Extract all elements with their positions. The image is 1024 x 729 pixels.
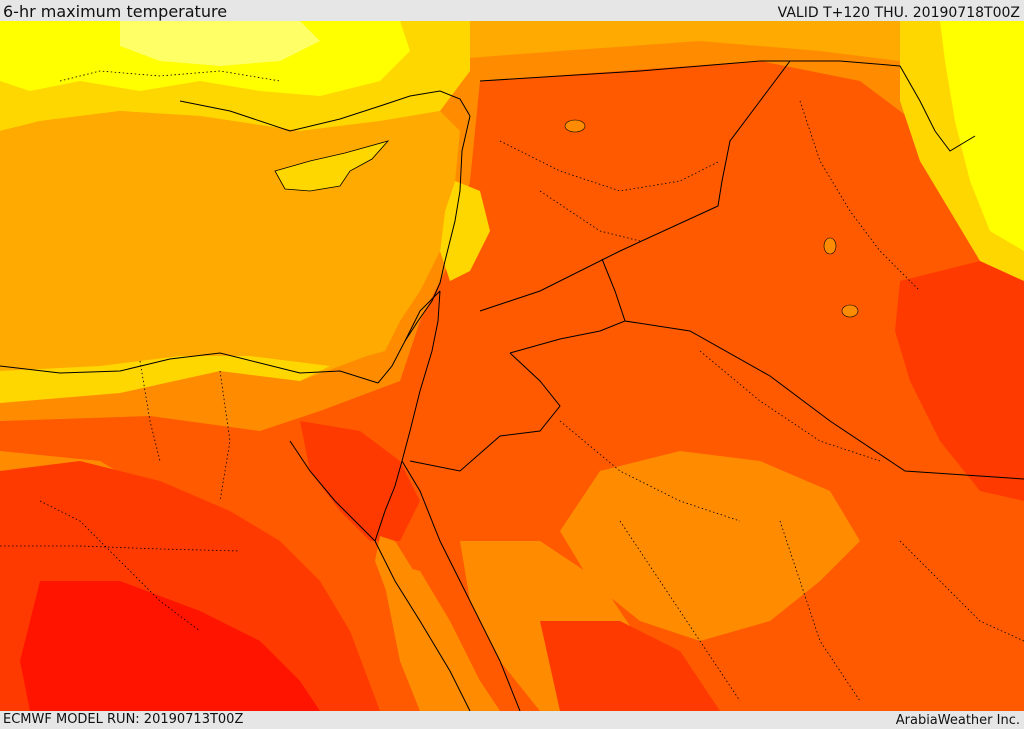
map-title: 6-hr maximum temperature <box>3 2 228 21</box>
zone-arabia-orange <box>560 451 860 641</box>
province-line-1 <box>499 140 721 192</box>
temperature-map <box>0 21 1024 711</box>
header-bar: 6-hr maximum temperature VALID T+120 THU… <box>0 0 1024 21</box>
zone-gold-lebanon <box>440 181 490 281</box>
sea-band-south <box>0 356 330 403</box>
red-sea-west-coast <box>374 540 471 711</box>
zone-yellow-east <box>940 21 1024 251</box>
jordan-iraq-border <box>479 205 719 312</box>
province-line-8 <box>0 545 241 552</box>
province-line-6 <box>619 520 741 702</box>
cyprus-island <box>274 140 390 192</box>
province-line-12 <box>899 540 1024 642</box>
map-canvas <box>0 21 1024 711</box>
model-run: ECMWF MODEL RUN: 20190713T00Z <box>3 712 244 727</box>
mediterranean-sea <box>0 111 460 371</box>
province-line-2 <box>539 190 641 242</box>
province-line-11 <box>59 70 281 82</box>
jordan-red-border <box>404 290 441 342</box>
turkey-south-coast <box>179 90 471 132</box>
arabia-red-sea-coast <box>401 460 521 711</box>
lake-van <box>564 119 586 133</box>
footer-bar: ECMWF MODEL RUN: 20190713T00Z ArabiaWeat… <box>0 711 1024 729</box>
province-line-13 <box>39 500 201 632</box>
zone-pale-turkey <box>120 21 320 66</box>
lake-tharthar <box>823 237 837 255</box>
saudi-jordan-border-2 <box>409 352 561 472</box>
israel-jordan-border <box>401 290 441 462</box>
zone-red-sinai <box>300 421 420 541</box>
province-line-5 <box>559 420 741 522</box>
saudi-iraq-border <box>624 320 1024 480</box>
province-lines <box>0 70 1024 702</box>
saudi-jordan-border <box>509 258 626 354</box>
syria-turkey-border <box>479 60 790 82</box>
credit: ArabiaWeather Inc. <box>895 713 1020 728</box>
gulf-aqaba <box>374 460 403 542</box>
sinai-gulf-suez <box>289 440 376 542</box>
province-line-9 <box>139 360 161 462</box>
iraq-iran-border <box>790 60 976 152</box>
borders <box>0 60 1024 711</box>
zone-red-deep <box>20 581 320 711</box>
syria-iraq-border <box>717 60 791 207</box>
red-sea <box>375 536 500 711</box>
valid-time: VALID T+120 THU. 20190718T00Z <box>777 5 1020 21</box>
egypt-north-coast <box>0 352 379 384</box>
levant-coast <box>377 115 471 384</box>
zone-red-arabia-south <box>540 621 720 711</box>
zone-red-iran <box>895 261 1024 501</box>
lake-razazah <box>841 304 859 318</box>
